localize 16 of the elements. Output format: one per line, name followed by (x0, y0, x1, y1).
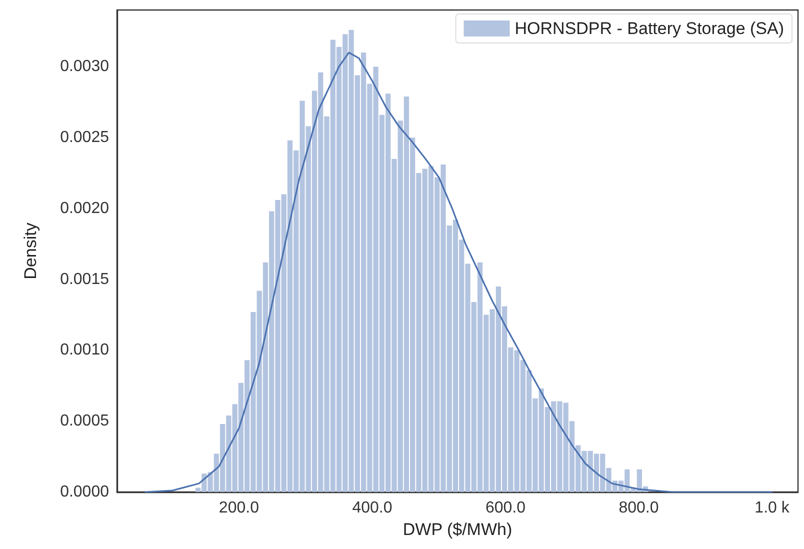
x-tick-label: 600.0 (485, 500, 526, 516)
y-tick-label: 0.0025 (60, 129, 110, 146)
y-tick-label: 0.0000 (60, 484, 110, 500)
line-series (144, 52, 773, 493)
y-tick-label: 0.0020 (60, 200, 110, 217)
legend-label: HORNSDPR - Battery Storage (SA) (514, 19, 784, 38)
y-axis-title: Density (21, 222, 40, 280)
y-tick-label: 0.0005 (60, 412, 110, 430)
x-tick-label: 200.0 (218, 500, 260, 516)
x-tick-label: 800.0 (618, 500, 659, 516)
x-tick-label: 400.0 (352, 500, 392, 516)
y-tick-label: 0.0010 (60, 342, 110, 359)
x-tick-label: 1.0 k (754, 500, 790, 516)
y-tick-label: 0.0015 (60, 270, 110, 288)
y-tick-label: 0.0030 (60, 58, 110, 76)
x-axis-title: DWP ($/MWh) (402, 520, 512, 539)
